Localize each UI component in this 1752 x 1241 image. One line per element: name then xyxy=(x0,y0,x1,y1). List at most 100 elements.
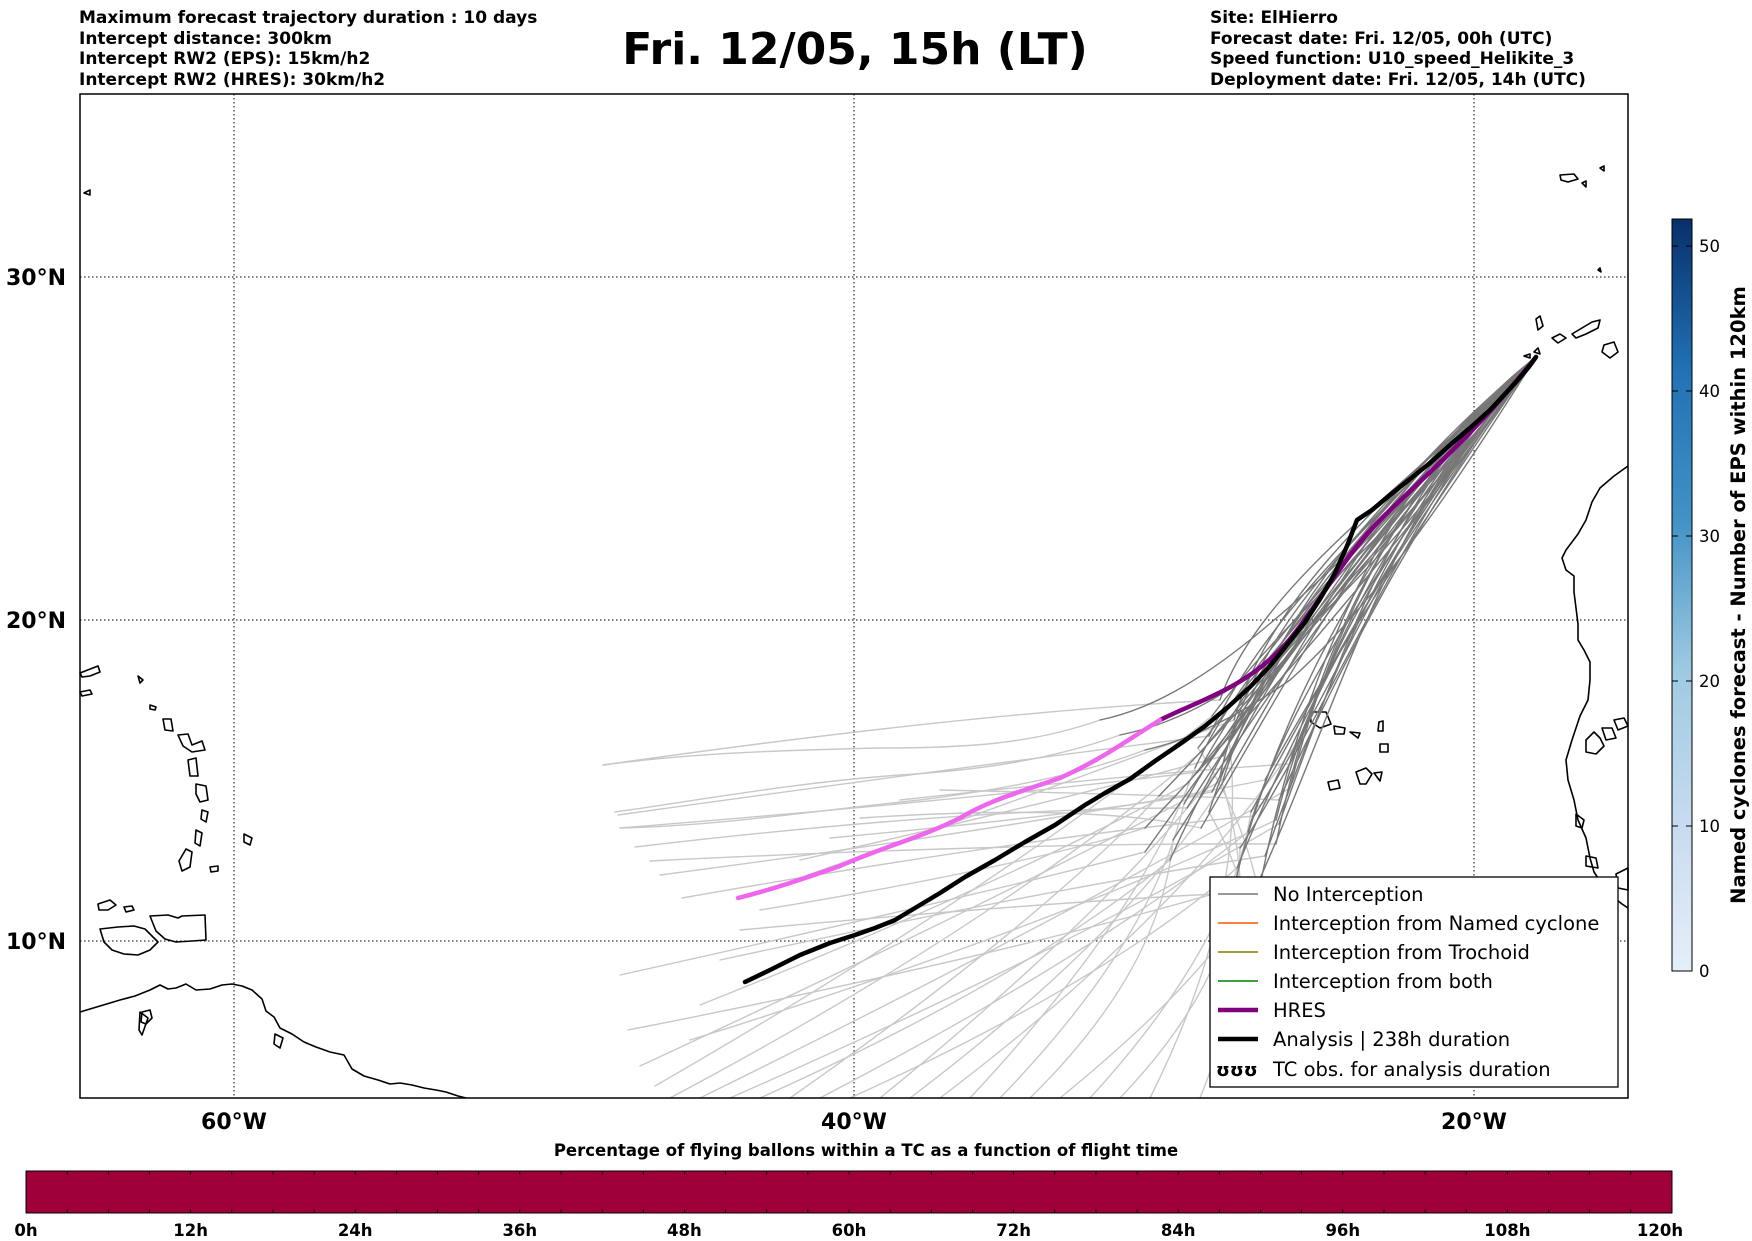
eps-trajectory-far xyxy=(659,779,1266,876)
eps-trajectory-far xyxy=(617,735,1210,816)
capeverde-island xyxy=(1349,731,1361,739)
colorbar-bottom: Percentage of flying ballons within a TC… xyxy=(14,1141,1683,1240)
capeverde-island xyxy=(1355,767,1373,785)
canary-island xyxy=(1571,319,1601,339)
small-island xyxy=(149,704,157,711)
legend-label: No Interception xyxy=(1273,883,1424,906)
colorbar-tick-label: 50 xyxy=(1699,237,1720,256)
lon-label: 40°W xyxy=(821,1110,887,1135)
small-island xyxy=(178,848,193,872)
eps-trajectory-near xyxy=(1261,356,1537,877)
eps-trajectory-far xyxy=(799,755,1224,861)
capeverde-island xyxy=(1373,771,1383,782)
small-island xyxy=(162,718,174,732)
lon-label: 60°W xyxy=(201,1110,267,1135)
eps-trajectory-near xyxy=(1099,356,1537,721)
eps-trajectory-far xyxy=(699,783,1188,1006)
africa-inlet xyxy=(1585,731,1605,755)
lat-label: 30°N xyxy=(6,266,66,291)
legend-label: Interception from Trochoid xyxy=(1273,941,1530,964)
colorbar-right: 0 10 20 30 40 50 Named cyclones forecast… xyxy=(1671,218,1750,981)
eps-trajectory-far xyxy=(939,789,1280,801)
colorbar-bottom-tick: 72h xyxy=(996,1221,1031,1240)
eps-trajectory-far xyxy=(669,751,1202,1099)
header-line: Site: ElHierro xyxy=(1210,8,1338,28)
eps-trajectory-far xyxy=(849,867,1238,1099)
capeverde-island xyxy=(1309,711,1332,729)
small-island xyxy=(79,665,101,678)
header-line: Intercept RW2 (EPS): 15km/h2 xyxy=(79,49,371,69)
eps-trajectory-far xyxy=(759,859,1171,1099)
small-island xyxy=(79,689,93,697)
colorbar-bottom-tick: 84h xyxy=(1161,1221,1196,1240)
header-info-left: Maximum forecast trajectory duration : 1… xyxy=(79,8,537,90)
colorbar-bottom-tick: 24h xyxy=(338,1221,373,1240)
analysis-trajectory xyxy=(742,354,1539,985)
coastlines xyxy=(79,165,1629,1099)
capeverde-island xyxy=(1333,725,1346,735)
header-line: Forecast date: Fri. 12/05, 00h (UTC) xyxy=(1210,28,1553,49)
colorbar-tick-label: 0 xyxy=(1699,962,1710,981)
colorbar-tick-label: 40 xyxy=(1699,382,1720,401)
colorbar-bottom-bar xyxy=(25,1170,1673,1214)
africa-inlet xyxy=(1613,717,1629,731)
canary-island xyxy=(1601,341,1619,359)
eps-trajectory-far xyxy=(689,819,1277,1041)
eps-trajectory-far xyxy=(719,855,1266,961)
axis-labels: 60°W 40°W 20°W 30°N 20°N 10°N xyxy=(6,266,1507,1135)
africa-inlet xyxy=(1575,813,1585,829)
hres-trajectory-near xyxy=(1157,354,1539,723)
colorbar-bottom-tick: 48h xyxy=(667,1221,702,1240)
legend-label: HRES xyxy=(1273,999,1326,1022)
colorbar-right-bar xyxy=(1671,218,1693,972)
legend-box xyxy=(1209,876,1619,1088)
eps-trajectory-far xyxy=(639,779,1224,1067)
small-island xyxy=(200,809,209,823)
colorbar-tick-label: 10 xyxy=(1699,817,1720,836)
header-line: Speed function: U10_speed_Helikite_3 xyxy=(1210,49,1575,69)
header-info-right: Site: ElHierro Forecast date: Fri. 12/05… xyxy=(1210,8,1586,90)
eps-trajectory-near xyxy=(1119,356,1537,736)
eps-trajectory-far xyxy=(614,734,1121,813)
eps-trajectory-far xyxy=(789,795,1160,1099)
eps-trajectory-far xyxy=(1089,811,1252,1099)
eps-trajectory-far xyxy=(879,759,1227,1099)
legend-label: Analysis | 238h duration xyxy=(1273,1028,1510,1051)
legend-label: Interception from Named cyclone xyxy=(1273,912,1599,935)
colorbar-bottom-tick: 108h xyxy=(1484,1221,1530,1240)
colorbar-right-label: Named cyclones forecast - Number of EPS … xyxy=(1727,286,1750,904)
south-america-coast xyxy=(79,983,467,1099)
colorbar-bottom-tick: 36h xyxy=(502,1221,537,1240)
small-island xyxy=(194,829,203,847)
small-island xyxy=(123,905,135,913)
small-island xyxy=(138,1011,149,1036)
madeira-island xyxy=(1599,165,1605,172)
small-island xyxy=(97,899,117,911)
canary-island xyxy=(1533,347,1541,355)
eps-trajectory-far xyxy=(899,763,1291,801)
venezuela-peninsula xyxy=(99,925,159,956)
small-island xyxy=(1597,267,1602,273)
eps-trajectory-far xyxy=(1029,839,1174,1099)
eps-trajectory-far xyxy=(729,823,1280,1099)
canary-island xyxy=(1523,353,1531,359)
eps-trajectory-far xyxy=(939,731,1305,1099)
small-island xyxy=(195,783,209,803)
small-island xyxy=(273,1033,284,1049)
lat-label: 20°N xyxy=(6,609,66,634)
hres-trajectory-far xyxy=(735,717,1163,901)
colorbar-bottom-title: Percentage of flying ballons within a TC… xyxy=(554,1141,1178,1160)
eps-trajectory-far xyxy=(681,815,1255,899)
africa-coast xyxy=(1561,465,1629,909)
eps-trajectory-near xyxy=(1239,356,1537,849)
eps-trajectory-far xyxy=(829,791,1213,839)
legend: ʊʊʊ No Interception Interception from Na… xyxy=(1209,876,1619,1088)
eps-trajectory-far xyxy=(699,787,1291,1099)
colorbar-bottom-tick: 0h xyxy=(14,1221,37,1240)
canary-island xyxy=(1535,315,1544,331)
small-island xyxy=(177,733,206,753)
header-line: Maximum forecast trajectory duration : 1… xyxy=(79,8,538,28)
small-island xyxy=(187,757,199,777)
colorbar-tick-label: 30 xyxy=(1699,527,1720,546)
